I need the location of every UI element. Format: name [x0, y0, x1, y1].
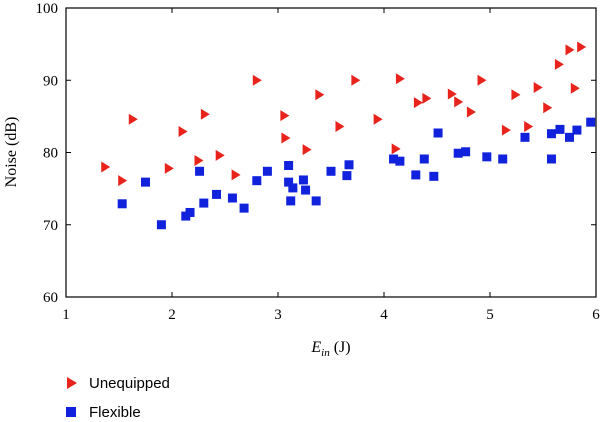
point-unequipped — [554, 58, 564, 70]
x-tick-label: 2 — [168, 307, 176, 323]
point-flexible — [262, 166, 272, 176]
point-flexible — [498, 154, 508, 164]
point-flexible — [288, 183, 298, 193]
point-flexible — [301, 185, 311, 195]
x-tick-label: 4 — [380, 307, 388, 323]
y-tick-label: 70 — [43, 218, 58, 234]
point-unequipped — [565, 44, 575, 56]
point-flexible — [429, 171, 439, 181]
point-unequipped — [577, 41, 587, 53]
y-axis-label: Noise (dB) — [3, 117, 20, 188]
point-flexible — [298, 175, 308, 185]
point-flexible — [199, 198, 209, 208]
point-unequipped — [200, 108, 210, 120]
point-unequipped — [447, 88, 457, 100]
point-flexible — [546, 129, 556, 139]
x-tick-label: 3 — [274, 307, 282, 323]
point-flexible — [117, 199, 127, 209]
legend-marker-unequipped — [67, 377, 77, 389]
point-unequipped — [194, 154, 204, 166]
point-flexible — [195, 166, 205, 176]
point-unequipped — [164, 162, 174, 174]
y-tick-label: 90 — [43, 73, 58, 89]
point-unequipped — [466, 106, 476, 118]
point-unequipped — [231, 169, 241, 181]
legend-marker-flexible — [66, 407, 76, 417]
point-unequipped — [391, 143, 401, 155]
point-unequipped — [373, 113, 383, 125]
point-unequipped — [101, 161, 111, 173]
plot-frame — [65, 7, 597, 298]
point-unequipped — [280, 110, 290, 122]
point-unequipped — [422, 92, 432, 104]
point-unequipped — [511, 89, 521, 101]
point-unequipped — [302, 144, 312, 156]
point-unequipped — [395, 73, 405, 85]
point-flexible — [389, 154, 399, 164]
point-unequipped — [524, 120, 534, 132]
point-flexible — [156, 220, 166, 230]
x-axis-label-main: E — [310, 339, 321, 356]
legend-label-unequipped: Unequipped — [89, 375, 170, 392]
point-unequipped — [118, 175, 128, 187]
point-flexible — [555, 124, 565, 134]
point-flexible — [419, 154, 429, 164]
x-axis-label-sub: in — [321, 347, 330, 359]
point-flexible — [239, 203, 249, 213]
point-unequipped — [281, 132, 291, 144]
point-flexible — [586, 117, 596, 127]
legend-label-flexible: Flexible — [89, 404, 141, 421]
point-flexible — [453, 148, 463, 158]
data-points — [101, 41, 596, 230]
x-tick-label: 5 — [486, 307, 494, 323]
point-unequipped — [178, 126, 188, 138]
point-flexible — [411, 170, 421, 180]
y-tick-label: 60 — [43, 290, 58, 306]
point-unequipped — [252, 74, 262, 86]
legend: Unequipped Flexible — [66, 375, 170, 421]
point-flexible — [185, 207, 195, 217]
point-unequipped — [413, 97, 423, 109]
point-flexible — [342, 171, 352, 181]
point-unequipped — [477, 74, 487, 86]
point-flexible — [395, 156, 405, 166]
point-unequipped — [570, 82, 580, 94]
point-flexible — [565, 132, 574, 142]
point-flexible — [326, 166, 336, 176]
point-unequipped — [215, 149, 225, 161]
point-flexible — [252, 176, 262, 186]
axis-ticks: 1 2 3 4 5 6 60 70 80 90 100 — [36, 1, 600, 323]
x-axis-label-unit: (J) — [330, 339, 351, 356]
point-unequipped — [351, 74, 361, 86]
point-flexible — [344, 160, 354, 170]
x-tick-label: 1 — [62, 307, 70, 323]
point-flexible — [311, 196, 321, 206]
point-unequipped — [128, 113, 138, 125]
x-tick-label: 6 — [592, 307, 600, 323]
point-flexible — [433, 128, 443, 138]
point-flexible — [284, 177, 294, 187]
point-flexible — [227, 193, 237, 203]
point-flexible — [284, 161, 294, 171]
y-tick-label: 80 — [43, 146, 58, 162]
point-unequipped — [454, 96, 464, 108]
point-unequipped — [315, 89, 325, 101]
x-axis-label: Ein (J) — [310, 339, 350, 359]
point-unequipped — [335, 120, 345, 132]
point-flexible — [482, 152, 492, 162]
point-unequipped — [533, 81, 543, 93]
point-flexible — [141, 177, 150, 187]
point-unequipped — [501, 124, 511, 136]
point-flexible — [212, 189, 222, 199]
point-flexible — [546, 154, 556, 164]
point-unequipped — [543, 102, 553, 114]
point-flexible — [461, 147, 471, 157]
point-flexible — [520, 132, 530, 142]
point-flexible — [572, 125, 582, 135]
y-tick-label: 100 — [36, 1, 59, 17]
point-flexible — [286, 196, 296, 206]
